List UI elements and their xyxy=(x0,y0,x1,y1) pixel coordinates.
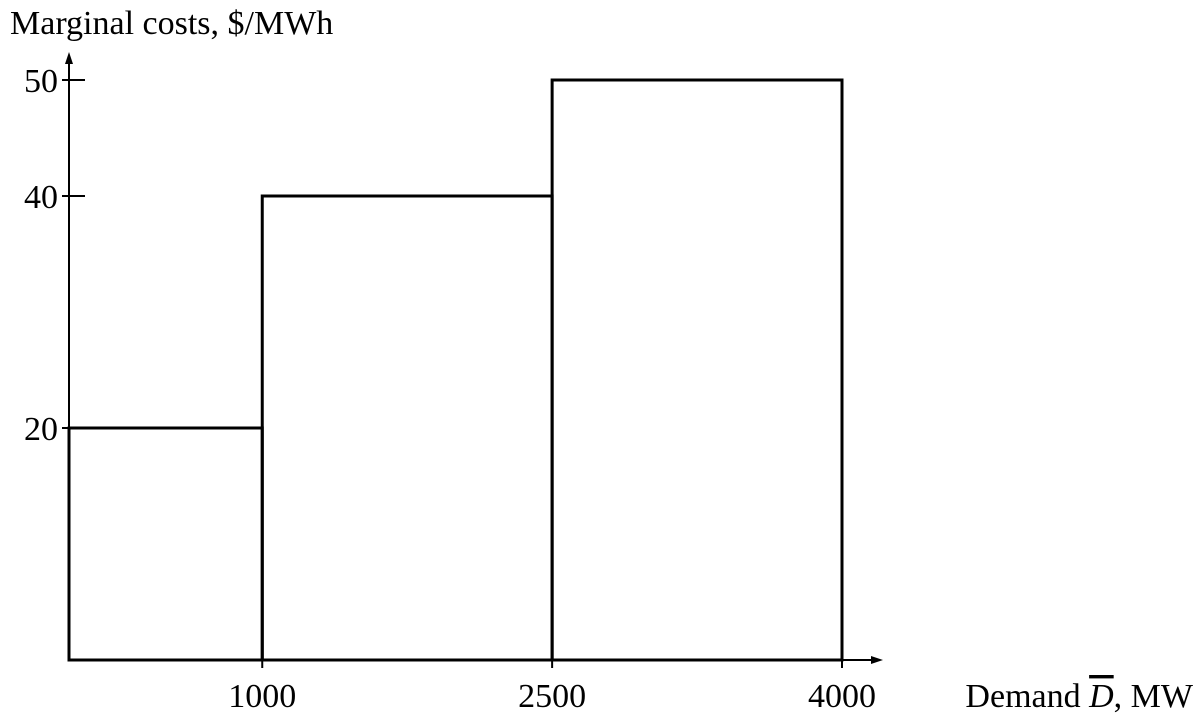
x-axis-label-symbol: D xyxy=(1088,678,1114,715)
bars-layer xyxy=(67,78,844,662)
step-bar-1 xyxy=(67,426,264,662)
x-tick-label-1000: 1000 xyxy=(228,678,296,715)
y-tick-label-50: 50 xyxy=(24,63,58,100)
y-axis-arrowhead xyxy=(65,52,73,64)
x-axis-label-suffix: , MW xyxy=(1114,678,1193,715)
x-tick-label-4000: 4000 xyxy=(808,678,876,715)
y-tick-label-40: 40 xyxy=(24,179,58,216)
axes xyxy=(65,52,883,664)
step-bar-2 xyxy=(260,194,554,662)
x-axis-arrowhead xyxy=(871,656,883,664)
step-bar-3 xyxy=(550,78,844,662)
ticks-layer: 20 40 50 1000 2500 4000 xyxy=(24,63,876,715)
x-axis-label-prefix: Demand xyxy=(965,678,1089,715)
x-tick-label-2500: 2500 xyxy=(518,678,586,715)
y-axis-label: Marginal costs, $/MWh xyxy=(10,5,333,42)
y-tick-label-20: 20 xyxy=(24,411,58,448)
x-axis-label: Demand D, MW xyxy=(965,678,1193,715)
